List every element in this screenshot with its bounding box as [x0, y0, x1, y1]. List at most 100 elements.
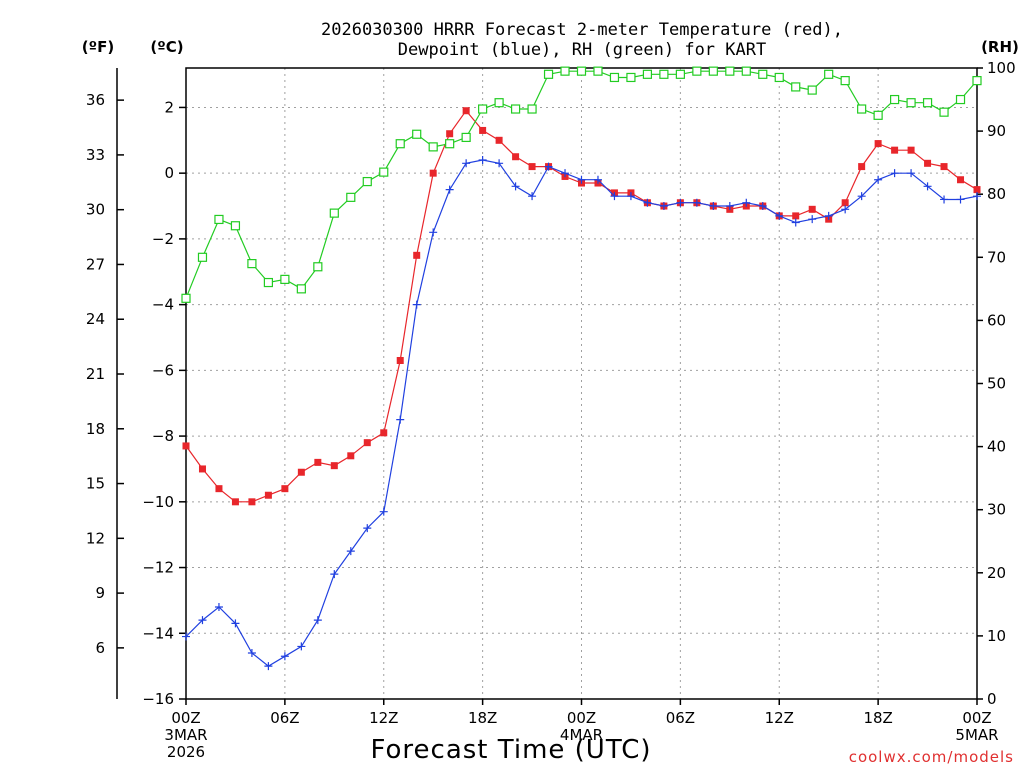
temperature-point — [231, 498, 239, 506]
temperature-point — [215, 485, 223, 493]
celsius-tick-label: −6 — [152, 361, 174, 379]
left-unit-celsius: (ºC) — [150, 38, 183, 56]
dewpoint-point — [973, 192, 981, 201]
x-axis-label: Forecast Time (UTC) — [370, 735, 651, 765]
fahrenheit-tick-label: 24 — [86, 310, 105, 328]
dewpoint-point — [280, 652, 289, 661]
rh-point — [939, 107, 949, 117]
temperature-point — [330, 462, 338, 470]
rh-tick-label: 0 — [987, 690, 997, 708]
rh-tick-label: 10 — [987, 627, 1006, 645]
x-tick-label: 00Z — [962, 709, 991, 727]
axes: 20−2−4−6−8−10−12−14−16363330272421181512… — [86, 59, 1016, 761]
rh-tick-label: 60 — [987, 311, 1006, 329]
rh-point — [659, 69, 669, 79]
temperature-point — [281, 485, 289, 493]
dewpoint-point — [857, 192, 866, 201]
dewpoint-point — [478, 156, 487, 165]
rh-point — [675, 69, 685, 79]
dewpoint-point — [775, 211, 784, 220]
temperature-point — [429, 169, 437, 177]
dewpoint-point — [182, 632, 190, 641]
rh-point — [543, 69, 554, 79]
rh-point — [955, 94, 966, 105]
dewpoint-point — [791, 218, 800, 227]
dewpoint-point — [874, 175, 883, 184]
dewpoint-point — [676, 198, 685, 207]
celsius-tick-label: −14 — [142, 624, 174, 642]
rh-point — [708, 66, 718, 76]
rh-tick-label: 50 — [987, 375, 1006, 393]
temperature-point — [182, 442, 190, 450]
dewpoint-point — [923, 182, 932, 191]
chart-title-line1: 2026030300 HRRR Forecast 2-meter Tempera… — [321, 20, 843, 40]
rh-point — [527, 104, 537, 114]
rh-point — [890, 94, 900, 105]
temperature-point — [940, 163, 948, 171]
rh-point — [725, 66, 735, 76]
dewpoint-point — [511, 182, 520, 191]
celsius-tick-label: −4 — [152, 296, 174, 314]
temperature-point — [413, 251, 421, 259]
rh-tick-label: 30 — [987, 501, 1006, 519]
rh-point — [313, 262, 323, 272]
fahrenheit-tick-label: 27 — [86, 255, 105, 273]
dewpoint-point — [313, 616, 322, 625]
rh-tick-label: 100 — [987, 59, 1016, 77]
x-tick-date-label: 3MAR — [164, 726, 207, 744]
temperature-point — [973, 186, 981, 194]
temperature-point — [198, 465, 206, 473]
right-unit-rh: (RH) — [981, 38, 1019, 56]
grid-lines — [186, 68, 977, 699]
rh-point — [362, 176, 372, 187]
dewpoint-point — [445, 185, 454, 194]
dewpoint-point — [692, 198, 701, 207]
dewpoint-point — [561, 169, 570, 178]
temperature-point — [924, 159, 932, 167]
dewpoint-point — [940, 195, 949, 204]
rh-point — [428, 142, 438, 152]
dewpoint-point — [462, 159, 471, 168]
rh-point — [296, 284, 306, 294]
dewpoint-point — [429, 228, 438, 237]
x-tick-label: 18Z — [468, 709, 497, 727]
temperature-point — [264, 491, 272, 499]
rh-point — [791, 82, 801, 92]
dewpoint-point — [593, 175, 602, 184]
temperature-point — [512, 153, 520, 161]
fahrenheit-tick-label: 21 — [86, 365, 105, 383]
dewpoint-point — [247, 648, 256, 657]
rh-point — [412, 129, 422, 139]
left-unit-fahrenheit: (ºF) — [82, 38, 114, 56]
x-tick-label: 06Z — [270, 709, 299, 727]
x-tick-label: 06Z — [666, 709, 695, 727]
temperature-point — [248, 498, 256, 506]
data-series — [181, 66, 982, 671]
rh-point — [247, 259, 257, 269]
rh-point — [840, 76, 850, 86]
dewpoint-point — [363, 524, 372, 533]
rh-point — [774, 72, 784, 83]
rh-point — [263, 277, 273, 288]
temperature-point — [446, 130, 454, 138]
temperature-point — [528, 163, 536, 171]
dewpoint-point — [841, 205, 850, 214]
temperature-point — [297, 468, 305, 476]
fahrenheit-tick-label: 36 — [86, 91, 105, 109]
rh-point — [609, 72, 620, 83]
dewpoint-point — [544, 162, 553, 171]
dewpoint-point — [495, 159, 504, 168]
temperature-point — [363, 439, 371, 447]
rh-point — [230, 221, 241, 231]
rh-tick-label: 20 — [987, 564, 1006, 582]
x-tick-label: 00Z — [567, 709, 596, 727]
rh-point — [214, 214, 224, 225]
fahrenheit-tick-label: 18 — [86, 420, 105, 438]
rh-point — [329, 208, 339, 218]
dewpoint-point — [742, 198, 751, 207]
dewpoint-point — [198, 616, 207, 625]
x-tick-year-label: 2026 — [167, 743, 205, 761]
rh-point — [346, 192, 356, 202]
rh-point — [593, 66, 603, 76]
temperature-point — [380, 429, 388, 437]
